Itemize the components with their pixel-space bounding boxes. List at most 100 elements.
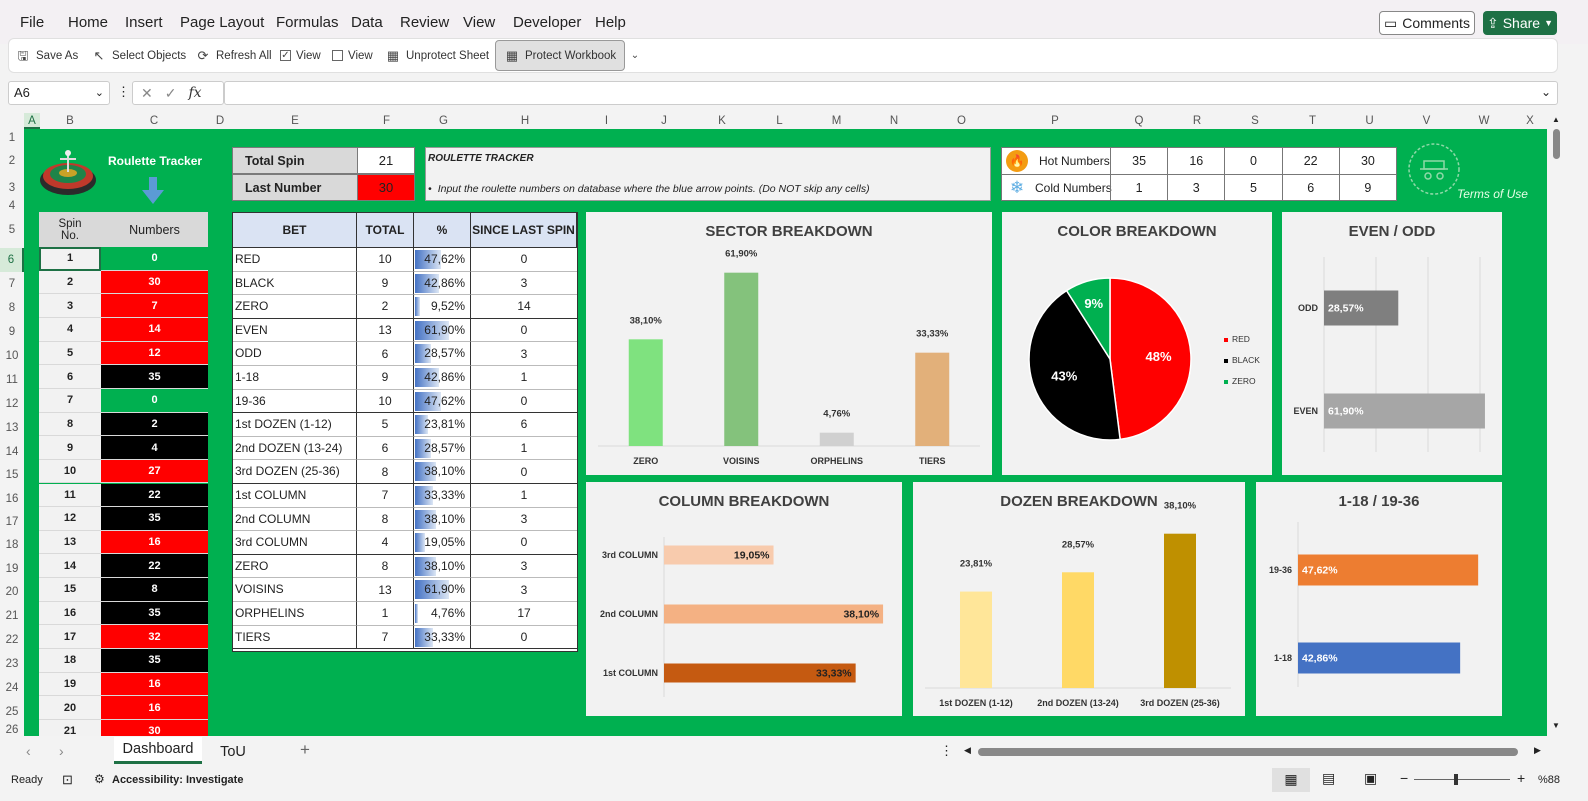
bet-total-cell[interactable]: 4 (357, 531, 414, 555)
spin-result-cell[interactable]: 35 (101, 507, 208, 531)
tab-tou[interactable]: ToU (220, 744, 246, 760)
zoom-out-icon[interactable]: − (1400, 770, 1409, 786)
hot-number-cell[interactable]: 35 (1110, 148, 1167, 174)
menu-view[interactable]: View (463, 14, 496, 31)
row-header-8[interactable]: 8 (8, 302, 16, 314)
horizontal-scrollbar[interactable]: ◀ ▶ (962, 745, 1547, 759)
column-header-P[interactable]: P (1051, 115, 1059, 127)
spin-number-cell[interactable]: 13 (39, 530, 101, 555)
spin-number-cell[interactable]: 1 (39, 247, 101, 271)
column-header-H[interactable]: H (520, 115, 530, 127)
spin-number-cell[interactable]: 18 (39, 649, 101, 673)
hot-number-cell[interactable]: 22 (1281, 148, 1339, 174)
bet-name-cell[interactable]: 1st COLUMN (233, 484, 357, 508)
expand-icon[interactable]: ⌄ (1540, 85, 1551, 99)
spin-result-cell[interactable]: 7 (101, 294, 208, 318)
bet-since-last-cell[interactable]: 0 (471, 248, 577, 272)
column-header-R[interactable]: R (1192, 115, 1202, 127)
refresh-all-button[interactable]: ⟳ Refresh All (195, 39, 272, 72)
bet-total-cell[interactable]: 10 (357, 389, 414, 414)
column-header-V[interactable]: V (1422, 115, 1431, 127)
bet-name-cell[interactable]: ODD (233, 342, 357, 366)
bet-total-cell[interactable]: 7 (357, 625, 414, 650)
cold-number-cell[interactable]: 9 (1338, 175, 1396, 201)
bet-name-cell[interactable]: 1-18 (233, 366, 357, 390)
macro-record-icon[interactable]: ⊡ (62, 772, 73, 787)
row-header-4[interactable]: 4 (8, 200, 16, 212)
row-header-7[interactable]: 7 (8, 278, 16, 290)
column-header-S[interactable]: S (1251, 115, 1259, 127)
bet-total-cell[interactable]: 9 (357, 271, 414, 296)
page-layout-icon[interactable]: ▤ (1322, 770, 1336, 786)
cold-number-cell[interactable]: 3 (1167, 175, 1224, 201)
horizontal-scroll-thumb[interactable] (978, 748, 1518, 756)
bet-since-last-cell[interactable]: 6 (471, 413, 577, 437)
spin-number-cell[interactable]: 16 (39, 601, 101, 626)
bet-name-cell[interactable]: BLACK (233, 271, 357, 296)
spin-result-cell[interactable]: 30 (101, 720, 208, 736)
column-header-Q[interactable]: Q (1134, 115, 1144, 127)
row-header-13[interactable]: 13 (5, 422, 19, 434)
bet-name-cell[interactable]: VOISINS (233, 578, 357, 602)
row-header-1[interactable]: 1 (8, 132, 16, 144)
column-header-O[interactable]: O (957, 115, 966, 127)
column-header-L[interactable]: L (776, 115, 783, 127)
column-header-D[interactable]: D (215, 115, 225, 127)
bet-name-cell[interactable]: ZERO (233, 554, 357, 579)
comments-button[interactable]: ▭ Comments (1379, 11, 1475, 35)
bet-percent-cell[interactable]: 28,57% (414, 436, 471, 461)
menu-file[interactable]: File (20, 14, 45, 31)
menu-insert[interactable]: Insert (125, 14, 163, 31)
column-header-B[interactable]: B (66, 115, 74, 127)
zoom-slider[interactable] (1414, 774, 1510, 785)
spin-result-cell[interactable]: 30 (101, 270, 208, 295)
bet-total-cell[interactable]: 5 (357, 413, 414, 437)
spin-result-cell[interactable]: 2 (101, 412, 208, 437)
bet-total-cell[interactable]: 13 (357, 578, 414, 602)
spin-result-cell[interactable]: 22 (101, 554, 208, 579)
spin-result-cell[interactable]: 35 (101, 601, 208, 626)
spin-number-cell[interactable]: 11 (39, 483, 101, 508)
bet-since-last-cell[interactable]: 0 (471, 319, 577, 343)
cold-number-cell[interactable]: 1 (1110, 175, 1167, 201)
bet-total-cell[interactable]: 10 (357, 248, 414, 272)
spin-result-cell[interactable]: 32 (101, 625, 208, 650)
bet-name-cell[interactable]: ORPHELINS (233, 602, 357, 626)
bet-since-last-cell[interactable]: 0 (471, 531, 577, 555)
bet-name-cell[interactable]: 2nd COLUMN (233, 507, 357, 532)
spin-number-cell[interactable]: 6 (39, 365, 101, 389)
bet-since-last-cell[interactable]: 3 (471, 272, 577, 296)
column-header-X[interactable]: X (1526, 115, 1534, 127)
menu-data[interactable]: Data (351, 14, 383, 31)
bet-name-cell[interactable]: RED (233, 248, 357, 272)
bet-percent-cell[interactable]: 61,90% (414, 318, 471, 343)
column-header-G[interactable]: G (439, 115, 448, 127)
menu-help[interactable]: Help (595, 14, 626, 31)
header-corner[interactable] (0, 113, 24, 129)
zoom-level[interactable]: %88 (1538, 774, 1561, 786)
select-objects-button[interactable]: ↖ Select Objects (91, 39, 187, 72)
tab-dashboard[interactable]: Dashboard (114, 737, 202, 764)
bet-since-last-cell[interactable]: 3 (471, 342, 577, 366)
bet-name-cell[interactable]: TIERS (233, 625, 357, 650)
page-break-icon[interactable]: ▣ (1364, 770, 1378, 786)
bet-name-cell[interactable]: 1st DOZEN (1-12) (233, 413, 357, 437)
add-sheet-icon[interactable]: + (300, 740, 310, 759)
spin-number-cell[interactable]: 2 (39, 270, 101, 295)
spin-number-cell[interactable]: 4 (39, 317, 101, 342)
row-header-2[interactable]: 2 (8, 155, 16, 167)
bet-percent-cell[interactable]: 38,10% (414, 460, 471, 484)
scroll-right-icon[interactable]: ▶ (1534, 745, 1541, 755)
spin-result-cell[interactable]: 22 (101, 483, 208, 508)
spin-result-cell[interactable]: 35 (101, 365, 208, 389)
insert-function-button[interactable]: fx (188, 85, 202, 101)
spin-result-cell[interactable]: 12 (101, 341, 208, 366)
bet-since-last-cell[interactable]: 17 (471, 602, 577, 626)
row-header-11[interactable]: 11 (6, 374, 18, 386)
column-header-J[interactable]: J (661, 115, 667, 127)
column-header-A[interactable]: A (24, 113, 40, 129)
share-button[interactable]: ⇪ Share ▼ (1483, 11, 1557, 35)
column-header-W[interactable]: W (1478, 115, 1490, 127)
spin-number-cell[interactable]: 10 (39, 459, 101, 484)
row-header-15[interactable]: 15 (5, 469, 19, 481)
